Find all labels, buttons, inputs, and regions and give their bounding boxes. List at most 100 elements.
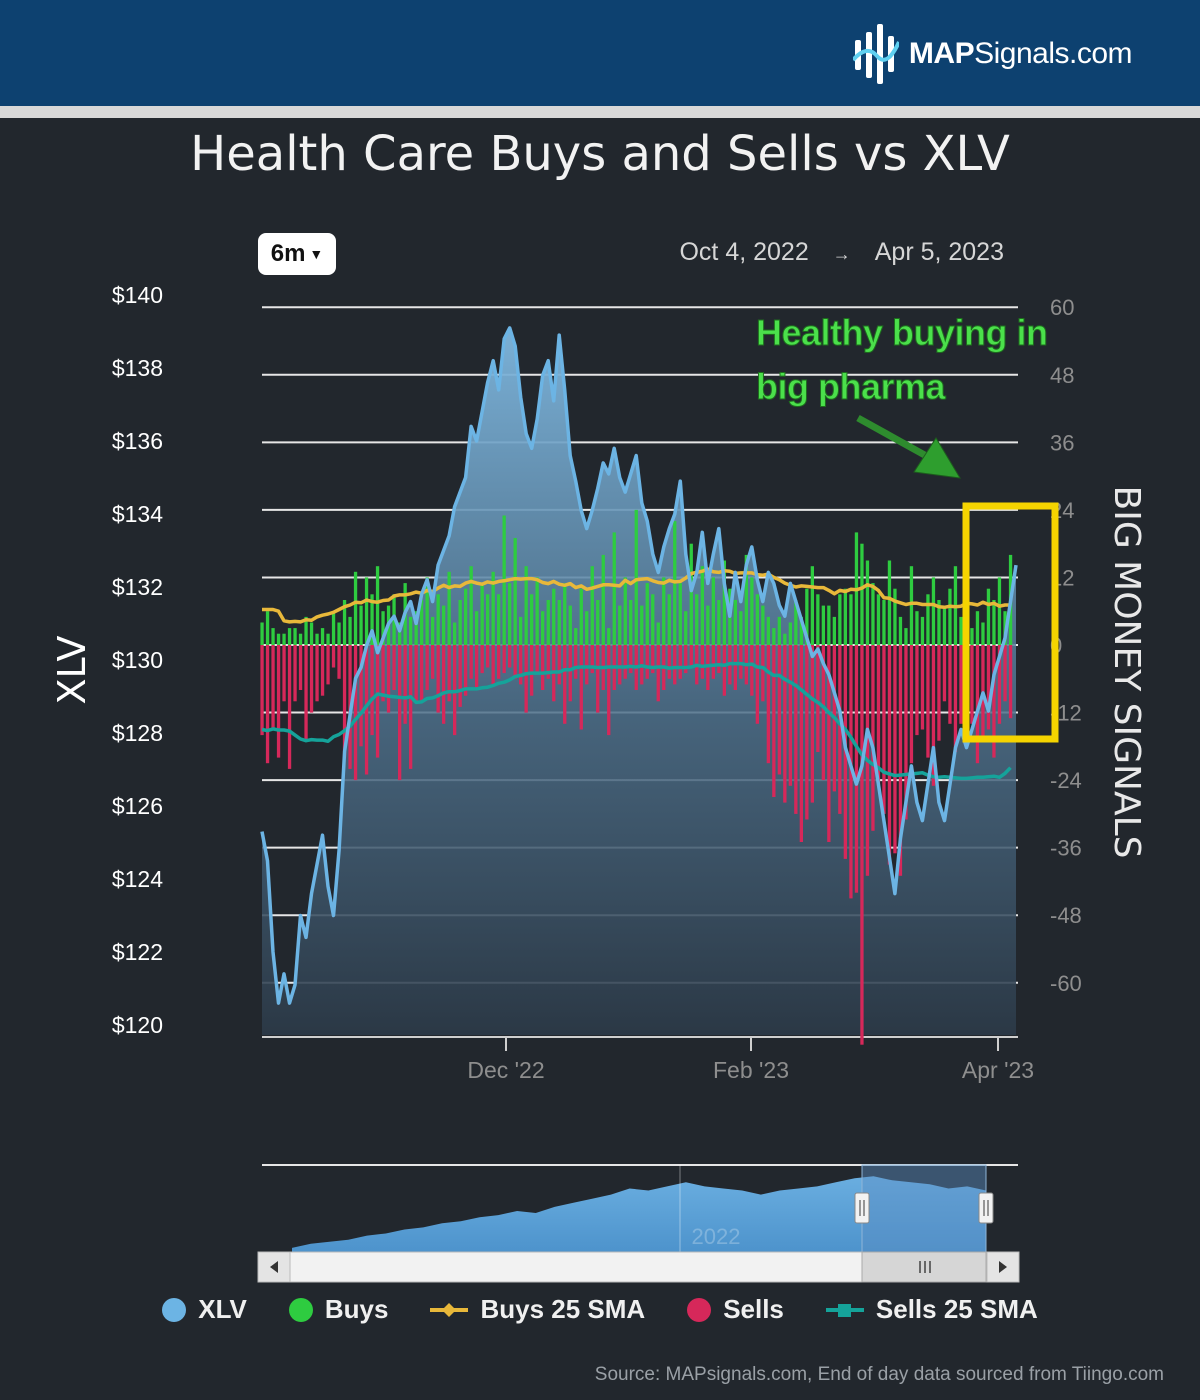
sell-bar [524, 645, 528, 713]
buy-bar [788, 622, 792, 645]
sell-bar [959, 645, 963, 724]
buy-bar [287, 628, 292, 645]
sell-bar [579, 645, 583, 730]
buy-bar [530, 594, 534, 645]
brand-logo[interactable]: MAPSignals.com [852, 22, 1132, 86]
sell-bar [909, 645, 914, 764]
legend-item-buys[interactable]: Buys [288, 1294, 389, 1325]
buy-bar [574, 628, 578, 645]
date-range: Oct 4, 2022 → Apr 5, 2023 [679, 238, 1004, 267]
sell-bar [370, 645, 374, 736]
date-to[interactable]: Apr 5, 2023 [874, 238, 1004, 266]
sell-bar [810, 645, 814, 803]
sell-bar [711, 645, 715, 679]
sell-bar [953, 645, 958, 752]
scrollbar-thumb[interactable] [861, 1251, 987, 1283]
sell-bar [876, 645, 881, 786]
legend-label-xlv: XLV [198, 1294, 247, 1324]
legend-item-xlv[interactable]: XLV [162, 1294, 247, 1325]
buy-bar [849, 594, 853, 645]
buy-bar [282, 633, 286, 645]
sell-bar [530, 645, 534, 696]
navigator-handle[interactable] [978, 1192, 994, 1224]
y-tick-right: 48 [1050, 363, 1074, 388]
y-tick-right: -48 [1050, 903, 1082, 928]
buy-bar [508, 583, 512, 645]
buy-bar [348, 616, 352, 645]
buy-bar [326, 633, 330, 645]
scroll-left-button[interactable] [257, 1251, 291, 1283]
sell-bar [260, 645, 264, 736]
sell-bar [508, 645, 512, 668]
chart-title: Health Care Buys and Sells vs XLV [190, 126, 1010, 182]
sell-bar [722, 645, 726, 696]
sell-bar [436, 645, 440, 713]
buy-bar [766, 616, 770, 645]
sell-bar [766, 645, 770, 764]
sell-bar [937, 645, 941, 741]
sell-bar [359, 645, 363, 747]
sell-bar [678, 645, 682, 679]
buy-bar [337, 622, 341, 645]
buy-bar [656, 622, 660, 645]
date-from[interactable]: Oct 4, 2022 [679, 238, 809, 266]
sell-bar [750, 645, 754, 696]
buy-bar [992, 600, 996, 645]
buy-bar [893, 588, 897, 645]
buy-bar [871, 583, 875, 645]
sell-bar [794, 645, 798, 814]
sell-bar [656, 645, 660, 702]
legend-label-buys: Buys [324, 1294, 389, 1324]
annotation-arrow [856, 414, 932, 462]
y-tick-right: -36 [1050, 836, 1082, 861]
arrow-right-icon: → [832, 244, 851, 264]
x-tick-label: Feb '23 [713, 1057, 789, 1083]
buy-bar [453, 622, 457, 645]
sell-bar [992, 645, 996, 758]
sell-bar [871, 645, 875, 831]
navigator[interactable]: 2022 [257, 1164, 1020, 1283]
sell-bar [607, 645, 611, 736]
buy-bar [772, 628, 776, 645]
legend-item-buys-sma[interactable]: Buys 25 SMA [430, 1294, 645, 1325]
legend-item-sells[interactable]: Sells [687, 1294, 784, 1325]
buy-bar [420, 600, 424, 645]
buy-bar [898, 616, 903, 645]
scroll-left-icon [270, 1261, 278, 1273]
sell-bar [519, 645, 523, 685]
sell-bar [898, 645, 903, 876]
buy-bar [519, 616, 523, 645]
buy-bar [596, 600, 600, 645]
sell-bar [342, 645, 347, 758]
buy-bar [920, 616, 925, 645]
buy-bar [909, 566, 914, 645]
sell-bar [926, 645, 930, 758]
annotation-line-1: Healthy buying in [756, 312, 1049, 354]
range-select-button[interactable]: 6m ▼ [258, 233, 336, 275]
buy-bar [937, 600, 941, 645]
annotation-text: Healthy buying in big pharma [756, 306, 1049, 414]
sell-bar [353, 645, 358, 781]
navigator-handle[interactable] [854, 1192, 870, 1224]
handle-body [978, 1192, 994, 1224]
buy-bar [744, 554, 748, 645]
x-tick-label: Dec '22 [467, 1057, 544, 1083]
buy-bar [607, 628, 611, 645]
y-tick-right: 60 [1050, 295, 1074, 320]
buy-bar [662, 577, 666, 645]
sell-bar [882, 645, 886, 814]
range-select-label: 6m [270, 240, 306, 267]
sell-bar [331, 645, 336, 668]
buy-bar [436, 594, 440, 645]
legend-item-sells-sma[interactable]: Sells 25 SMA [825, 1294, 1038, 1325]
buy-bar [777, 616, 781, 645]
y-tick-left: $138 [112, 355, 163, 381]
navigator-selection[interactable] [861, 1164, 987, 1253]
buy-bar [579, 588, 583, 645]
sell-bar [1008, 645, 1013, 719]
sell-bar [326, 645, 330, 685]
sell-bar [673, 645, 677, 685]
sell-bar [546, 645, 550, 679]
sell-bar [513, 645, 517, 679]
annotation-overlay [856, 414, 1059, 743]
